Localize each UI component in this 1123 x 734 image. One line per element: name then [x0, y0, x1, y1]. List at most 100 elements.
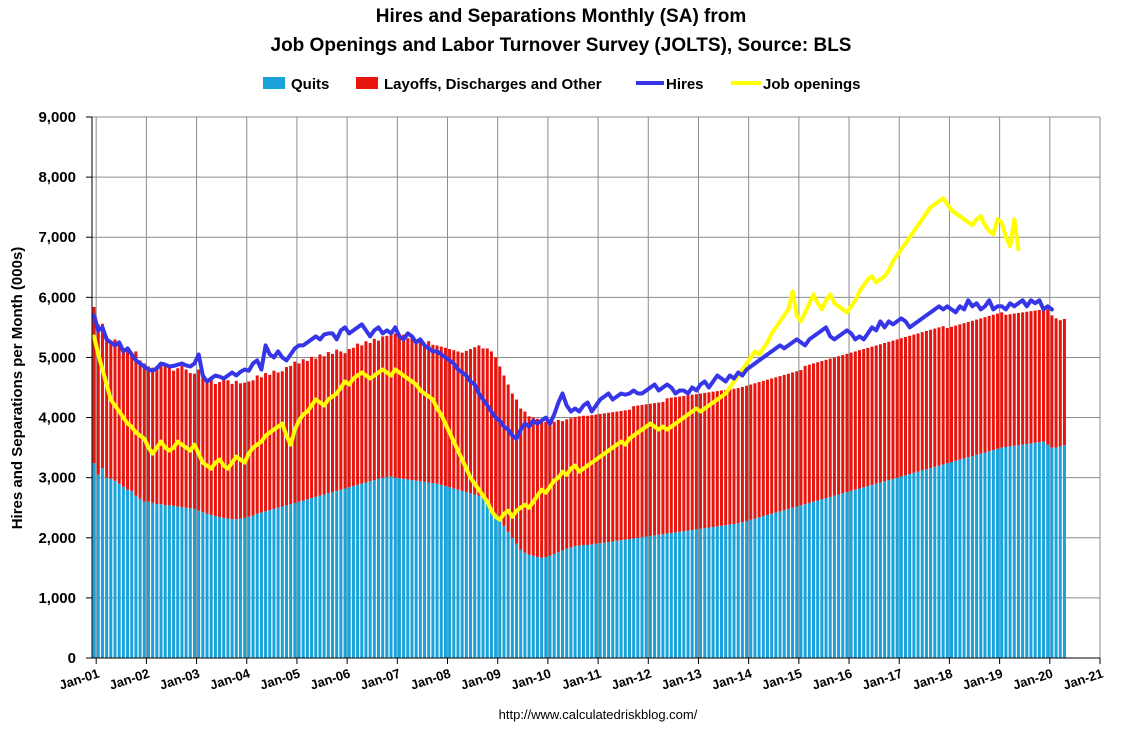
bar-quits — [96, 474, 100, 658]
bar-quits — [778, 511, 782, 658]
bar-quits — [276, 507, 280, 658]
bar-quits — [481, 498, 485, 658]
bar-layoffs — [958, 324, 962, 460]
bar-quits — [121, 486, 125, 658]
bar-quits — [222, 517, 226, 658]
bar-layoffs — [276, 372, 280, 508]
bar-layoffs — [151, 367, 155, 503]
bar-quits — [393, 477, 397, 658]
bar-layoffs — [180, 365, 184, 508]
bar-quits — [105, 477, 109, 658]
bar-layoffs — [477, 345, 481, 496]
bar-quits — [201, 511, 205, 658]
bar-quits — [611, 541, 615, 658]
bar-quits — [866, 486, 870, 658]
bar-layoffs — [201, 373, 205, 512]
y-tick-label: 3,000 — [38, 470, 76, 487]
bar-quits — [180, 507, 184, 658]
bar-quits — [828, 496, 832, 658]
bar-layoffs — [427, 341, 431, 483]
bar-quits — [213, 516, 217, 658]
bar-quits — [92, 463, 96, 658]
bar-quits — [552, 554, 556, 658]
bar-layoffs — [172, 370, 176, 506]
bar-quits — [163, 505, 167, 658]
bar-layoffs — [878, 344, 882, 483]
bar-layoffs — [640, 404, 644, 538]
bar-quits — [715, 526, 719, 658]
bar-layoffs — [402, 334, 406, 479]
bar-layoffs — [853, 351, 857, 490]
bar-layoffs — [1054, 318, 1058, 448]
x-tick-label: Jan-07 — [358, 666, 402, 693]
bar-quits — [694, 529, 698, 658]
bar-layoffs — [230, 383, 234, 520]
bar-quits — [644, 536, 648, 658]
bar-quits — [887, 480, 891, 658]
bar-quits — [761, 516, 765, 658]
bar-quits — [368, 481, 372, 658]
bar-layoffs — [807, 364, 811, 503]
bar-quits — [816, 500, 820, 658]
bar-quits — [443, 486, 447, 658]
bar-quits — [268, 510, 272, 658]
hires-line — [92, 298, 1054, 441]
bar-layoffs — [556, 419, 560, 553]
bar-quits — [937, 465, 941, 658]
bar-layoffs — [623, 410, 627, 540]
bar-layoffs — [218, 382, 222, 518]
bar-layoffs — [899, 338, 903, 477]
bar-layoffs — [740, 386, 744, 523]
bar-layoffs — [469, 349, 473, 494]
bar-quits — [130, 490, 134, 658]
bar-quits — [523, 552, 527, 658]
bars — [92, 306, 1066, 658]
bar-layoffs — [594, 414, 598, 544]
bar-quits — [431, 483, 435, 658]
bar-layoffs — [485, 348, 489, 502]
bar-layoffs — [728, 389, 732, 525]
bar-layoffs — [322, 356, 326, 495]
bar-quits — [423, 481, 427, 658]
bar-layoffs — [297, 363, 301, 502]
bar-layoffs — [435, 345, 439, 484]
bar-quits — [326, 493, 330, 658]
bar-quits — [330, 492, 335, 658]
bar-quits — [527, 554, 531, 658]
bar-layoffs — [234, 380, 238, 520]
bar-layoffs — [837, 356, 841, 495]
bar-quits — [941, 464, 945, 658]
bar-quits — [230, 519, 234, 658]
y-axis-label: Hires and Separations per Month (000s) — [9, 247, 26, 530]
bar-quits — [464, 492, 468, 658]
bar-quits — [774, 512, 778, 658]
bar-quits — [410, 480, 414, 658]
bar-layoffs — [945, 327, 949, 464]
bar-layoffs — [941, 326, 945, 465]
bar-quits — [293, 502, 297, 658]
bar-layoffs — [874, 345, 878, 484]
bar-layoffs — [1008, 314, 1012, 447]
bar-quits — [966, 457, 970, 658]
bar-layoffs — [406, 338, 410, 480]
bar-layoffs — [213, 383, 217, 517]
bar-layoffs — [330, 353, 335, 493]
bar-quits — [975, 454, 979, 658]
bar-quits — [841, 493, 845, 658]
bar-quits — [188, 508, 192, 658]
bar-layoffs — [1058, 320, 1062, 447]
x-tick-label: Jan-10 — [509, 666, 553, 693]
bar-layoffs — [448, 349, 452, 488]
bar-quits — [264, 511, 268, 658]
bar-quits — [933, 466, 937, 658]
y-tick-label: 9,000 — [38, 109, 76, 126]
bar-quits — [740, 522, 744, 658]
bar-quits — [1008, 446, 1012, 658]
bar-layoffs — [423, 343, 427, 482]
x-tick-label: Jan-16 — [810, 666, 854, 693]
bar-quits — [945, 463, 949, 658]
bar-quits — [389, 476, 393, 658]
bar-quits — [653, 535, 657, 658]
bar-quits — [452, 488, 456, 658]
bar-quits — [343, 488, 347, 658]
